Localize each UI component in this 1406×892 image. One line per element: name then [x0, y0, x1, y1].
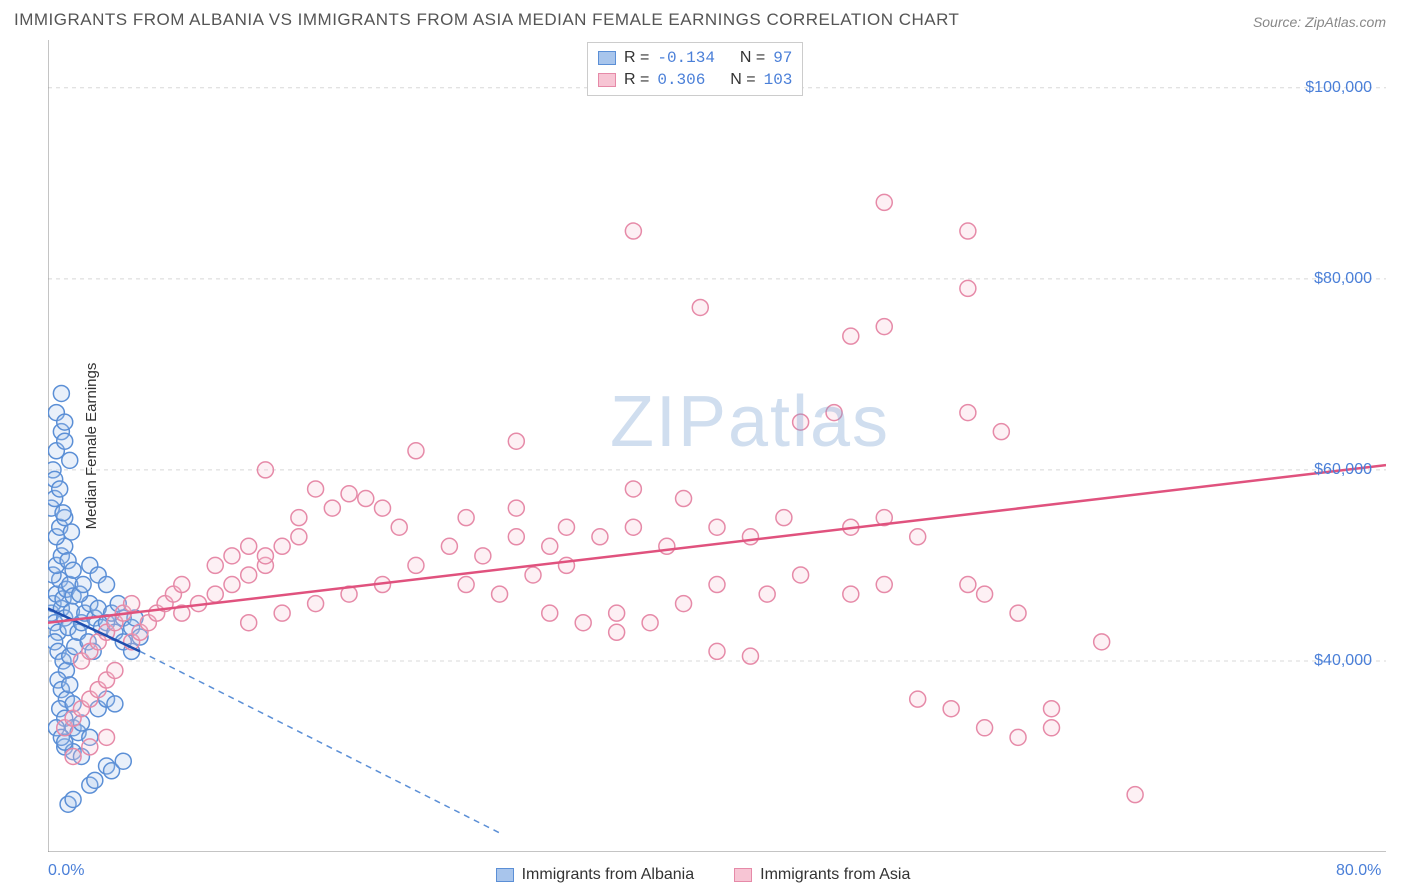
- correlation-legend: R = -0.134 N = 97R = 0.306 N = 103: [587, 42, 803, 96]
- chart-area: $40,000$60,000$80,000$100,000 0.0%80.0% …: [48, 40, 1386, 852]
- y-tick-label: $40,000: [1314, 652, 1372, 670]
- scatter-plot: [48, 40, 1386, 852]
- series-legend: Immigrants from Albania Immigrants from A…: [0, 866, 1406, 884]
- legend-swatch: [598, 51, 616, 65]
- legend-swatch: [734, 868, 752, 882]
- legend-row: R = -0.134 N = 97: [598, 47, 792, 69]
- legend-swatch: [496, 868, 514, 882]
- legend-swatch: [598, 73, 616, 87]
- legend-label: Immigrants from Asia: [760, 866, 910, 884]
- legend-item: Immigrants from Asia: [734, 866, 910, 884]
- y-tick-label: $100,000: [1305, 79, 1372, 97]
- chart-title: IMMIGRANTS FROM ALBANIA VS IMMIGRANTS FR…: [14, 10, 959, 30]
- legend-row: R = 0.306 N = 103: [598, 69, 792, 91]
- legend-label: Immigrants from Albania: [522, 866, 695, 884]
- legend-item: Immigrants from Albania: [496, 866, 695, 884]
- y-tick-label: $60,000: [1314, 461, 1372, 479]
- y-tick-label: $80,000: [1314, 270, 1372, 288]
- source-attribution: Source: ZipAtlas.com: [1253, 14, 1386, 30]
